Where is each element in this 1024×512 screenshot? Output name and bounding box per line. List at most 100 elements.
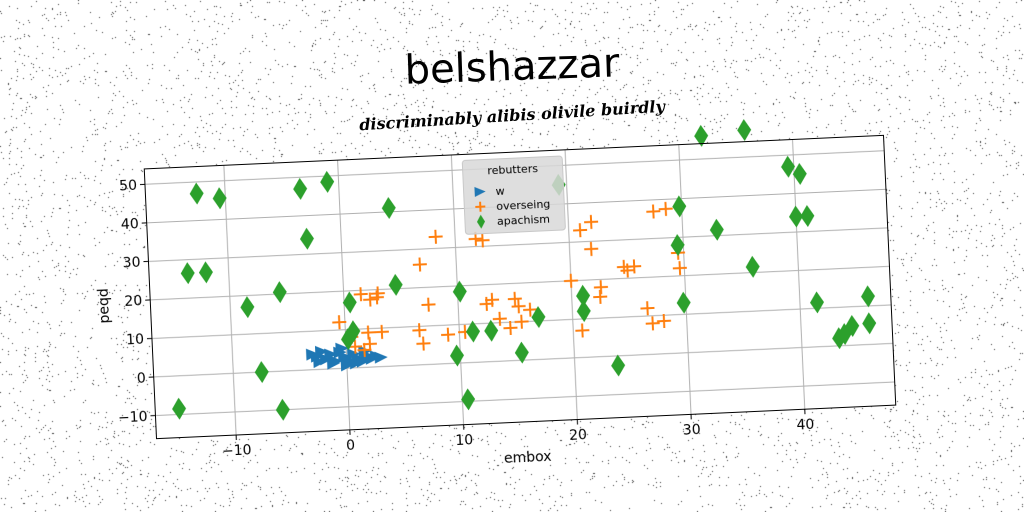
chart-area: −10 0 10 20 30 40 −10 0 10 20 30 40 50 embox peqd rebut… [96, 119, 897, 467]
grid-line-x [792, 139, 806, 410]
data-point-apachism [672, 195, 687, 218]
data-point-apachism [745, 255, 760, 278]
data-point-apachism [293, 177, 308, 200]
grid-line-x [223, 165, 237, 436]
data-point-apachism [670, 234, 685, 257]
y-tick-label: 0 [136, 370, 146, 386]
y-tick-label: −10 [118, 409, 148, 426]
grid-line-y [150, 265, 890, 301]
data-point-w [340, 359, 354, 372]
data-point-overseing [507, 291, 522, 306]
data-point-apachism [450, 344, 465, 367]
x-tick-label: −10 [222, 442, 252, 459]
data-point-apachism [341, 328, 355, 351]
data-point-overseing [370, 286, 385, 301]
data-point-apachism [466, 320, 481, 343]
data-point-overseing [492, 311, 507, 326]
data-point-apachism [576, 284, 591, 307]
data-point-apachism [676, 291, 691, 314]
legend-box [461, 155, 566, 235]
data-point-w [326, 357, 341, 370]
data-point-overseing [428, 229, 443, 244]
data-point-overseing [523, 302, 538, 317]
data-point-apachism [381, 197, 396, 220]
data-point-overseing [645, 316, 660, 331]
x-tick-label: 20 [569, 427, 588, 444]
data-point-apachism [172, 397, 187, 420]
data-point-overseing [573, 223, 588, 238]
data-point-overseing [656, 313, 672, 329]
data-point-apachism [299, 227, 314, 250]
data-point-w [335, 342, 349, 355]
data-point-w [313, 356, 327, 369]
data-point-apachism [254, 361, 269, 384]
legend-marker-overseing [475, 201, 486, 212]
grid-line-x [337, 160, 351, 430]
data-point-overseing [332, 315, 347, 330]
data-point-overseing [646, 204, 661, 219]
data-point-w [324, 348, 338, 361]
data-point-overseing [563, 273, 579, 288]
data-point-apachism [810, 291, 825, 314]
data-point-overseing [374, 324, 389, 339]
data-point-apachism [320, 170, 335, 193]
data-point-apachism [531, 306, 546, 329]
data-point-apachism [800, 205, 815, 228]
data-point-overseing [348, 339, 363, 354]
data-point-apachism [837, 323, 852, 346]
data-point-apachism [180, 262, 195, 285]
data-point-w [349, 357, 363, 370]
data-point-overseing [511, 299, 526, 314]
data-point-apachism [212, 187, 227, 210]
y-tick-label: 10 [126, 332, 145, 349]
legend-label-apachism: apachism [497, 213, 551, 228]
data-point-apachism [461, 388, 476, 411]
data-point-overseing [353, 287, 368, 302]
data-point-overseing [658, 201, 673, 216]
data-point-overseing [361, 325, 376, 340]
data-point-overseing [441, 327, 456, 342]
data-point-apachism [484, 319, 499, 342]
data-point-apachism [342, 291, 357, 314]
data-point-apachism [845, 314, 860, 337]
x-tick-label: 40 [796, 417, 815, 434]
data-point-overseing [416, 336, 431, 351]
data-point-apachism [198, 261, 213, 284]
data-point-apachism [862, 312, 877, 335]
data-point-overseing [362, 336, 377, 352]
data-point-overseing [412, 257, 427, 272]
x-tick-label: 30 [682, 422, 701, 439]
legend-label-w: w [495, 185, 505, 198]
data-point-apachism [694, 124, 709, 147]
data-point-apachism [832, 327, 847, 350]
y-tick-label: 50 [119, 178, 138, 195]
data-point-apachism [240, 296, 255, 319]
data-point-apachism [272, 281, 287, 304]
data-point-apachism [452, 280, 467, 303]
scatter-chart: −10 0 10 20 30 40 −10 0 10 20 30 40 50 embox peqd rebut… [96, 119, 897, 467]
data-point-overseing [421, 297, 436, 312]
y-tick-label: 40 [121, 216, 140, 233]
data-point-apachism [789, 205, 804, 228]
x-tick-label: 10 [455, 432, 474, 449]
grid-line-y [148, 227, 888, 262]
data-point-overseing [593, 280, 608, 295]
x-tick-label: 0 [346, 438, 356, 454]
data-point-apachism [189, 182, 204, 205]
y-tick-label: 30 [122, 255, 141, 272]
data-point-overseing [640, 301, 655, 316]
data-point-overseing [627, 259, 642, 274]
legend-marker-apachism [477, 214, 485, 229]
data-point-apachism [514, 341, 529, 364]
data-point-apachism [861, 285, 876, 308]
data-point-apachism [576, 300, 591, 323]
data-point-overseing [593, 289, 608, 304]
grid-line-x [678, 144, 692, 415]
legend-marker-w [474, 186, 486, 197]
legend-label-overseing: overseing [496, 198, 551, 213]
data-point-apachism [346, 320, 361, 343]
data-point-apachism [709, 218, 724, 241]
data-point-w [374, 351, 388, 364]
data-point-overseing [672, 261, 687, 276]
data-point-overseing [503, 320, 518, 336]
